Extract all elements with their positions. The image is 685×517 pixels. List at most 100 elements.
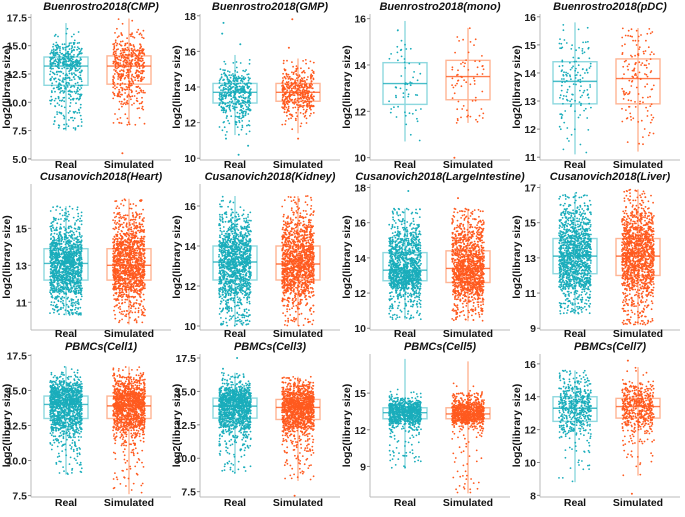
data-point: [113, 277, 115, 279]
data-point: [78, 226, 80, 228]
data-point: [128, 48, 130, 50]
data-point: [137, 86, 139, 88]
data-point: [66, 249, 68, 251]
data-point: [127, 74, 129, 76]
data-point: [73, 85, 75, 87]
data-point: [79, 71, 81, 73]
data-point: [644, 86, 646, 88]
data-point: [309, 87, 311, 89]
data-point: [582, 48, 584, 50]
data-point: [53, 123, 55, 125]
data-point: [131, 48, 133, 50]
data-point: [474, 83, 476, 85]
data-point: [284, 111, 286, 113]
data-point: [72, 313, 74, 315]
data-point: [74, 275, 76, 277]
data-point: [63, 288, 65, 290]
data-point: [49, 100, 51, 102]
data-point: [137, 290, 139, 292]
data-point: [574, 61, 576, 63]
data-point: [52, 56, 54, 58]
data-point: [245, 101, 247, 103]
data-point: [638, 40, 640, 42]
data-point: [73, 54, 75, 56]
data-point: [116, 28, 118, 30]
data-point: [77, 206, 79, 208]
data-point: [126, 49, 128, 51]
data-point: [118, 213, 120, 215]
data-point: [451, 69, 453, 71]
data-point: [120, 59, 122, 61]
data-point: [566, 80, 568, 82]
data-point: [78, 85, 80, 87]
data-point: [129, 208, 131, 210]
data-point: [56, 279, 58, 281]
data-point: [249, 98, 251, 100]
data-point: [50, 71, 52, 73]
data-point: [587, 93, 589, 95]
data-point: [57, 102, 59, 104]
data-point: [54, 233, 56, 235]
data-point: [238, 76, 240, 78]
data-point: [560, 43, 562, 45]
data-point: [456, 122, 458, 124]
data-point: [241, 129, 243, 131]
data-point: [58, 96, 60, 98]
data-point: [114, 264, 116, 266]
data-point: [75, 62, 77, 64]
data-point: [120, 87, 122, 89]
y-tick-label: 12: [354, 106, 366, 118]
data-point: [70, 309, 72, 311]
data-point: [59, 51, 61, 53]
series-real: [553, 22, 597, 154]
data-point: [50, 256, 52, 258]
y-tick-label: 11: [525, 152, 536, 164]
data-point: [285, 107, 287, 109]
data-point: [294, 79, 296, 81]
data-point: [73, 281, 75, 283]
data-point: [51, 301, 53, 303]
data-point: [133, 46, 135, 48]
data-point: [52, 297, 54, 299]
data-point: [302, 106, 304, 108]
data-point: [299, 104, 301, 106]
data-point: [114, 314, 116, 316]
data-point: [114, 88, 116, 90]
data-point: [64, 59, 66, 61]
data-point: [415, 109, 417, 111]
data-point: [624, 43, 626, 45]
data-point: [303, 87, 305, 89]
data-point: [53, 50, 55, 52]
data-point: [242, 114, 244, 116]
data-point: [125, 234, 127, 236]
data-point: [575, 68, 577, 70]
data-point: [56, 304, 58, 306]
data-point: [68, 311, 70, 313]
data-point: [58, 256, 60, 258]
data-point: [292, 66, 294, 68]
data-point: [128, 85, 130, 87]
data-point: [286, 60, 288, 62]
data-point: [303, 109, 305, 111]
data-point: [75, 247, 77, 249]
data-point: [53, 275, 55, 277]
data-point: [144, 285, 146, 287]
data-point: [66, 218, 68, 220]
data-point: [117, 263, 119, 265]
data-point: [142, 312, 144, 314]
data-point: [121, 56, 123, 58]
data-point: [288, 107, 290, 109]
data-point: [143, 294, 145, 296]
data-point: [241, 110, 243, 112]
data-point: [69, 105, 71, 107]
data-point: [121, 230, 123, 232]
data-point: [238, 92, 240, 94]
data-point: [291, 71, 293, 73]
data-point: [294, 70, 296, 72]
y-tick-label: 10.0: [7, 97, 28, 109]
data-point: [58, 300, 60, 302]
data-point: [137, 237, 139, 239]
data-point: [76, 279, 78, 281]
data-point: [76, 253, 78, 255]
data-point: [644, 128, 646, 130]
